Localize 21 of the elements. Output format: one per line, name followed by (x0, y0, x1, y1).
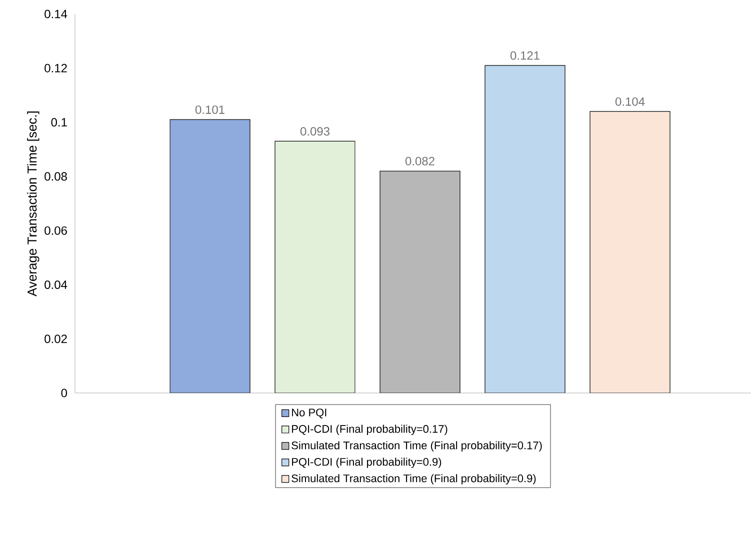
y-tick-label: 0.14 (44, 10, 68, 18)
data-label: 0.121 (510, 51, 540, 60)
y-tick-label: 0.08 (44, 172, 67, 181)
legend-label: Simulated Transaction Time (Final probability=0.17) (292, 441, 542, 452)
data-label: 0.104 (615, 97, 645, 106)
legend-label: Simulated Transaction Time (Final probability=0.9) (292, 474, 536, 484)
bar (274, 140, 356, 393)
legend-label: PQI-CDI (Final probability=0.9) (292, 458, 442, 468)
y-tick-label: 0.06 (44, 226, 67, 235)
y-tick-label: 0 (61, 388, 68, 398)
y-axis-title: Average Transaction Time [sec.] (27, 111, 40, 296)
y-tick-label: 0.1 (51, 118, 67, 127)
legend-label: PQI-CDI (Final probability=0.17) (292, 424, 448, 435)
y-tick-label: 0.02 (44, 334, 67, 344)
legend-label: No PQI (292, 408, 326, 418)
data-label: 0.093 (300, 127, 330, 136)
y-tick-label: 0.12 (44, 64, 67, 72)
y-tick-label: 0.04 (44, 280, 68, 289)
data-label: 0.101 (195, 105, 224, 114)
bar (380, 170, 460, 393)
data-label: 0.082 (405, 156, 434, 166)
